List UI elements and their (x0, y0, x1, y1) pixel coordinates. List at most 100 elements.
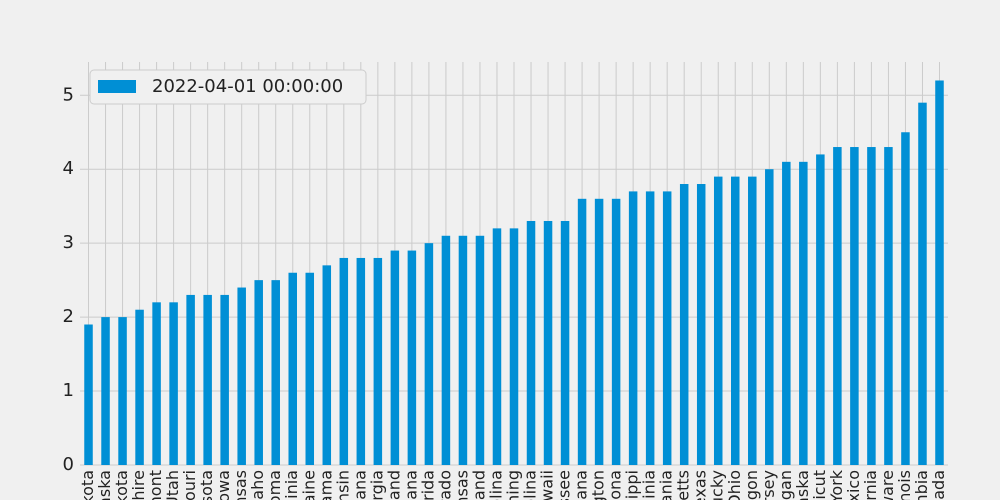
bar (339, 257, 349, 465)
legend-label: 2022-04-01 00:00:00 (152, 76, 343, 97)
x-tick-label: Iowa (214, 470, 233, 500)
bar (271, 280, 280, 465)
x-tick-label: Virginia (282, 470, 301, 500)
x-tick-label: Rhode Island (469, 470, 488, 500)
bar (475, 235, 485, 465)
x-tick-label: Connecticut (810, 470, 829, 500)
x-tick-label: Florida (418, 470, 437, 500)
x-tick-label: Wyoming (504, 470, 523, 500)
x-tick-label: West Virginia (640, 470, 659, 500)
x-tick-label: Colorado (435, 470, 454, 500)
x-tick-label: Georgia (367, 470, 386, 500)
x-tick-label: District of Columbia (912, 470, 931, 500)
x-tick-label: Oklahoma (265, 470, 284, 500)
bar (288, 272, 297, 465)
y-tick-label: 2 (63, 306, 74, 327)
bar (186, 294, 195, 465)
bar (731, 176, 740, 465)
x-tick-label: Ohio (725, 470, 744, 500)
x-tick-label: North Carolina (521, 470, 540, 500)
bar (322, 265, 332, 465)
x-tick-label: Alabama (316, 470, 335, 500)
x-tick-label: Texas (691, 470, 710, 500)
bar (799, 161, 808, 465)
x-tick-label: New Jersey (759, 470, 778, 500)
bar (867, 147, 876, 466)
bar (237, 287, 246, 465)
bar (611, 198, 621, 466)
bar (662, 191, 672, 465)
bar (594, 198, 604, 466)
legend-swatch (98, 80, 136, 93)
bar (84, 324, 93, 465)
bar (152, 302, 161, 465)
bar (935, 80, 944, 465)
y-tick-label: 0 (63, 454, 74, 475)
bar (748, 176, 757, 465)
bar (305, 272, 315, 465)
bar (458, 235, 468, 465)
bar (543, 220, 553, 465)
x-tick-label: New Hampshire (129, 470, 148, 500)
bar (101, 317, 110, 465)
y-tick-label: 5 (63, 84, 74, 105)
x-tick-label: Kansas (231, 470, 250, 500)
bar (645, 191, 655, 465)
x-tick-label: Delaware (878, 470, 897, 500)
x-tick-label: South Carolina (486, 470, 505, 500)
x-tick-label: Mississippi (623, 470, 642, 500)
x-tick-label: Vermont (146, 470, 165, 500)
bar (135, 309, 144, 465)
bar (424, 243, 434, 465)
x-tick-label: Illinois (895, 470, 914, 500)
bar (782, 161, 791, 465)
x-tick-label: Minnesota (197, 470, 216, 500)
bar (390, 250, 400, 465)
y-tick-label: 4 (63, 158, 74, 179)
legend: 2022-04-01 00:00:00 (89, 69, 367, 105)
x-tick-label: Massachusetts (674, 470, 693, 500)
x-tick-label: Maine (299, 470, 318, 500)
bar (254, 280, 263, 465)
x-tick-label: Hawaii (538, 470, 557, 500)
bar (526, 220, 536, 465)
bar (220, 294, 229, 465)
y-tick-label: 1 (63, 380, 74, 401)
bar (509, 228, 519, 465)
bar (884, 147, 893, 466)
bar (118, 317, 127, 465)
x-tick-label: Washington (589, 470, 608, 500)
x-tick-label: Oregon (742, 470, 761, 500)
bar (850, 147, 859, 466)
bar (679, 184, 689, 466)
x-tick-label: Montana (350, 470, 369, 500)
x-tick-label: Tennessee (555, 470, 574, 500)
bar (833, 147, 842, 466)
bar (407, 250, 417, 465)
x-tick-label: Kentucky (708, 470, 727, 500)
bar (901, 132, 910, 465)
x-tick-label: Utah (163, 470, 182, 500)
x-tick-label: New York (827, 469, 846, 500)
bar (373, 257, 383, 465)
legend-box (89, 69, 367, 105)
x-tick-label: South Dakota (112, 470, 131, 500)
bar (441, 235, 451, 465)
bar (560, 220, 570, 465)
bar (577, 198, 587, 466)
x-tick-label: Idaho (248, 470, 267, 500)
y-tick-label: 3 (63, 232, 74, 253)
bar (816, 154, 825, 465)
x-tick-label: Alaska (793, 470, 812, 500)
x-tick-label: Nevada (929, 470, 948, 500)
x-tick-label: Nebraska (95, 470, 114, 500)
bar (203, 294, 212, 465)
bar (492, 228, 502, 465)
x-tick-label: Missouri (180, 470, 199, 500)
x-tick-label: Indiana (401, 470, 420, 500)
x-tick-label: Maryland (384, 470, 403, 500)
bar (628, 191, 638, 465)
bar (713, 176, 723, 465)
x-tick-label: Arkansas (452, 470, 471, 500)
